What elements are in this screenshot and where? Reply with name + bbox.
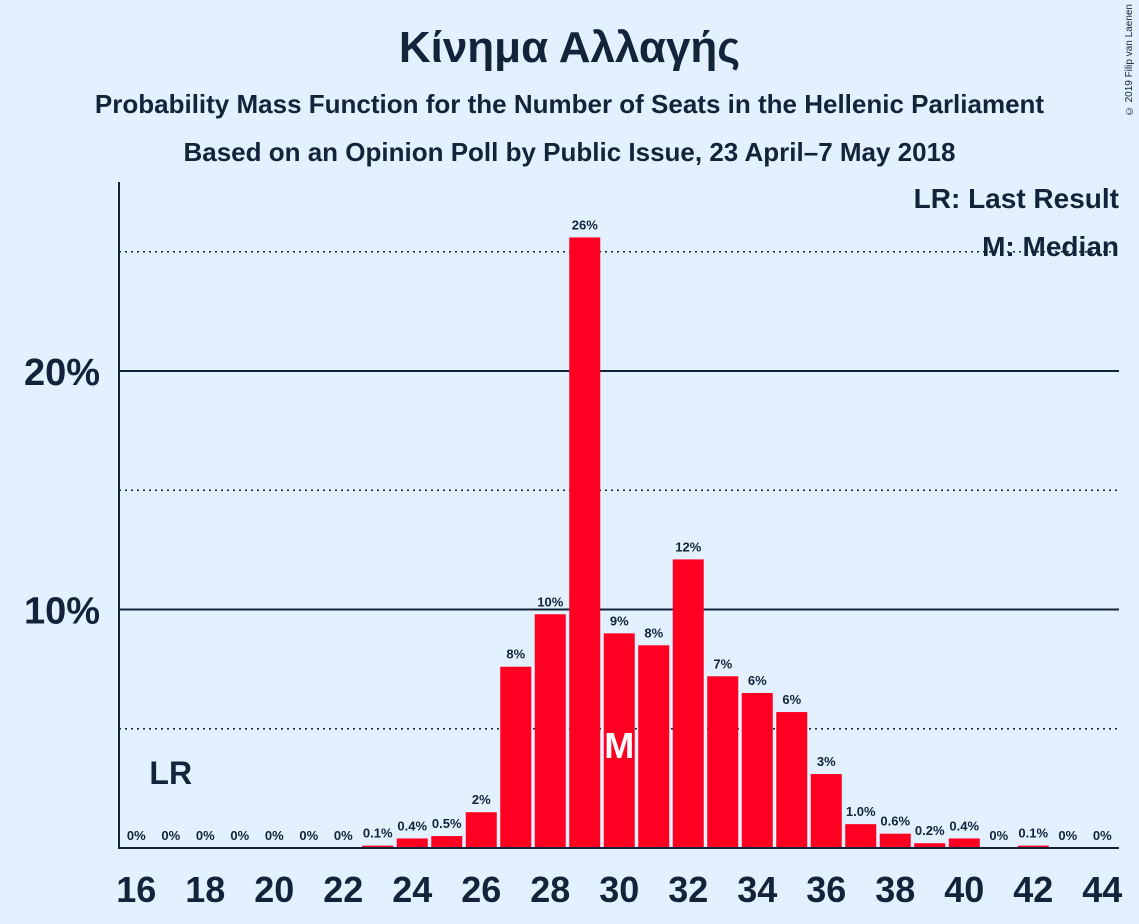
x-tick-label: 42 bbox=[1013, 869, 1053, 910]
bar-seat-25 bbox=[431, 836, 463, 848]
data-label: 7% bbox=[713, 656, 732, 671]
data-label: 0% bbox=[127, 828, 146, 843]
x-tick-label: 30 bbox=[599, 869, 639, 910]
bar-seat-33 bbox=[707, 676, 739, 848]
bar-seat-36 bbox=[810, 774, 842, 848]
legend-last-result: LR: Last Result bbox=[913, 183, 1119, 214]
bar-seat-29 bbox=[569, 237, 601, 848]
data-label: 8% bbox=[644, 625, 663, 640]
x-tick-label: 32 bbox=[668, 869, 708, 910]
data-label: 0% bbox=[1093, 828, 1112, 843]
y-tick-label: 20% bbox=[24, 352, 100, 394]
data-label: 12% bbox=[675, 539, 701, 554]
bar-seat-38 bbox=[879, 833, 911, 848]
bar-seat-40 bbox=[948, 838, 980, 848]
data-label: 0% bbox=[230, 828, 249, 843]
chart-source: Based on an Opinion Poll by Public Issue… bbox=[183, 137, 956, 167]
data-label: 0% bbox=[1058, 828, 1077, 843]
data-label: 9% bbox=[610, 613, 629, 628]
data-label: 6% bbox=[782, 692, 801, 707]
bar-seat-31 bbox=[638, 645, 670, 848]
data-label: 0% bbox=[989, 828, 1008, 843]
bar-seat-32 bbox=[672, 559, 704, 848]
data-label: 8% bbox=[506, 647, 525, 662]
x-tick-label: 28 bbox=[530, 869, 570, 910]
bar-seat-34 bbox=[741, 692, 773, 848]
y-tick-label: 10% bbox=[24, 591, 100, 633]
data-label: 10% bbox=[537, 594, 563, 609]
legend-median: M: Median bbox=[982, 231, 1119, 262]
x-tick-label: 36 bbox=[806, 869, 846, 910]
bar-seat-37 bbox=[845, 824, 877, 848]
bar-seat-35 bbox=[776, 712, 808, 848]
data-label: 0.6% bbox=[880, 814, 910, 829]
data-label: 0% bbox=[265, 828, 284, 843]
x-tick-label: 16 bbox=[116, 869, 156, 910]
bar-seat-27 bbox=[500, 666, 532, 848]
data-label: 0% bbox=[196, 828, 215, 843]
bar-seat-39 bbox=[914, 843, 946, 848]
x-tick-label: 38 bbox=[875, 869, 915, 910]
data-label: 26% bbox=[572, 217, 598, 232]
bar-seat-30 bbox=[603, 633, 635, 848]
chart-title: Κίνημα Αλλαγής bbox=[398, 23, 741, 72]
x-tick-label: 44 bbox=[1082, 869, 1122, 910]
data-label: 0% bbox=[334, 828, 353, 843]
data-label: 0% bbox=[299, 828, 318, 843]
median-marker: M bbox=[604, 725, 634, 766]
data-label: 2% bbox=[472, 792, 491, 807]
x-tick-label: 24 bbox=[392, 869, 432, 910]
bar-seat-24 bbox=[396, 838, 428, 848]
data-label: 3% bbox=[817, 754, 836, 769]
data-label: 1.0% bbox=[846, 804, 876, 819]
x-tick-label: 20 bbox=[254, 869, 294, 910]
x-tick-label: 34 bbox=[737, 869, 777, 910]
data-label: 0% bbox=[161, 828, 180, 843]
bar-seat-23 bbox=[362, 845, 394, 848]
data-label: 6% bbox=[748, 673, 767, 688]
chart-subtitle: Probability Mass Function for the Number… bbox=[94, 89, 1045, 119]
x-tick-label: 22 bbox=[323, 869, 363, 910]
data-label: 0.4% bbox=[949, 818, 979, 833]
data-label: 0.4% bbox=[397, 818, 427, 833]
x-tick-label: 18 bbox=[185, 869, 225, 910]
bar-seat-28 bbox=[534, 614, 566, 848]
last-result-marker: LR bbox=[149, 755, 192, 791]
data-label: 0.5% bbox=[432, 816, 462, 831]
x-tick-label: 26 bbox=[461, 869, 501, 910]
bar-seat-26 bbox=[465, 812, 497, 848]
data-label: 0.1% bbox=[363, 826, 393, 841]
bar-seat-42 bbox=[1017, 845, 1049, 848]
x-tick-label: 40 bbox=[944, 869, 984, 910]
data-label: 0.2% bbox=[915, 823, 945, 838]
data-label: 0.1% bbox=[1018, 826, 1048, 841]
